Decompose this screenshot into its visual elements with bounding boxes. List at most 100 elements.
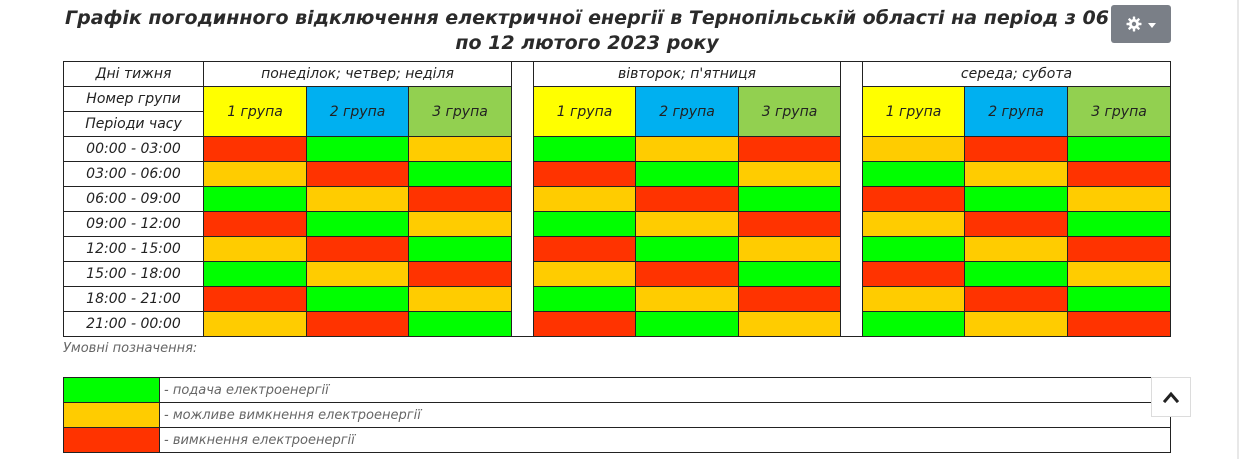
table-row: 15:00 - 18:00	[63, 261, 1171, 287]
status-cell-green	[635, 236, 739, 262]
table-row: 18:00 - 21:00	[63, 286, 1171, 312]
status-cell-green	[964, 186, 1068, 212]
day-group-label: понеділок; четвер; неділя	[203, 61, 512, 87]
status-cell-orange	[862, 136, 965, 162]
group-header-cell: 2 група	[964, 86, 1068, 137]
status-cell-red	[635, 186, 739, 212]
status-cell-red	[533, 311, 636, 337]
status-cell-orange	[635, 286, 739, 312]
legend-swatch-green	[63, 377, 160, 403]
status-cell-green	[533, 211, 636, 237]
status-cell-red	[738, 136, 841, 162]
status-cell-orange	[408, 136, 512, 162]
status-cell-red	[533, 161, 636, 187]
status-cell-green	[964, 261, 1068, 287]
status-cell-red	[862, 261, 965, 287]
time-period-cell: 03:00 - 06:00	[63, 161, 204, 187]
legend-text: - подача електроенергії	[159, 377, 1171, 403]
group-header-cell: 3 група	[408, 86, 512, 137]
status-cell-orange	[862, 286, 965, 312]
title-main: Графік погодинного відключення електричн…	[65, 7, 1065, 29]
status-cell-green	[408, 311, 512, 337]
status-cell-red	[203, 286, 307, 312]
status-cell-orange	[203, 161, 307, 187]
status-cell-red	[964, 136, 1068, 162]
group-header-cell: 1 група	[862, 86, 965, 137]
status-cell-orange	[203, 236, 307, 262]
status-cell-red	[964, 211, 1068, 237]
status-cell-green	[306, 136, 409, 162]
status-cell-red	[1067, 236, 1171, 262]
status-cell-green	[635, 161, 739, 187]
status-cell-green	[862, 161, 965, 187]
table-row: 12:00 - 15:00	[63, 236, 1171, 262]
column-gap	[840, 61, 863, 337]
status-cell-orange	[408, 286, 512, 312]
settings-dropdown-button[interactable]	[1111, 5, 1171, 43]
status-cell-orange	[635, 136, 739, 162]
status-cell-orange	[964, 311, 1068, 337]
table-row: 03:00 - 06:00	[63, 161, 1171, 187]
status-cell-red	[738, 286, 841, 312]
status-cell-red	[964, 286, 1068, 312]
label-periods: Періоди часу	[63, 111, 204, 137]
group-header-cell: 2 група	[635, 86, 739, 137]
table-row: 09:00 - 12:00	[63, 211, 1171, 237]
gear-icon	[1126, 16, 1142, 32]
status-cell-green	[738, 261, 841, 287]
status-cell-green	[408, 161, 512, 187]
legend-caption: Умовні позначення:	[63, 341, 198, 356]
status-cell-red	[635, 261, 739, 287]
table-row: 21:00 - 00:00	[63, 311, 1171, 337]
days-header-row: Дні тижня понеділок; четвер; неділя вівтор…	[63, 61, 1171, 337]
group-header-cell: 1 група	[533, 86, 636, 137]
legend-swatch-orange	[63, 402, 160, 428]
status-cell-orange	[635, 211, 739, 237]
legend-row: - подача електроенергії	[63, 377, 1171, 403]
time-period-cell: 00:00 - 03:00	[63, 136, 204, 162]
legend-table: - подача електроенергії - можливе вимкнен…	[63, 377, 1171, 453]
status-cell-green	[203, 186, 307, 212]
status-cell-orange	[306, 186, 409, 212]
table-row: 06:00 - 09:00	[63, 186, 1171, 212]
status-cell-red	[203, 211, 307, 237]
group-header-cell: 3 група	[1067, 86, 1171, 137]
status-cell-red	[203, 136, 307, 162]
title-dates: з 06 по 12 лютого 2023 року	[455, 7, 1109, 54]
page-scrollbar-edge	[1237, 0, 1239, 459]
label-group-number: Номер групи	[63, 86, 204, 112]
status-cell-orange	[203, 311, 307, 337]
status-cell-orange	[964, 161, 1068, 187]
status-cell-red	[862, 186, 965, 212]
status-cell-orange	[738, 236, 841, 262]
table-row: 00:00 - 03:00	[63, 136, 1171, 162]
status-cell-orange	[1067, 261, 1171, 287]
chevron-down-icon	[1148, 22, 1156, 28]
status-cell-red	[408, 186, 512, 212]
time-period-cell: 09:00 - 12:00	[63, 211, 204, 237]
outage-schedule-table: Дні тижня понеділок; четвер; неділя вівтор…	[63, 61, 1171, 337]
status-cell-orange	[862, 211, 965, 237]
time-period-cell: 15:00 - 18:00	[63, 261, 204, 287]
legend-text: - вимкнення електроенергії	[159, 427, 1171, 453]
status-cell-red	[306, 161, 409, 187]
page-title: Графік погодинного відключення електричн…	[64, 6, 1110, 56]
status-cell-green	[862, 236, 965, 262]
status-cell-red	[533, 236, 636, 262]
status-cell-orange	[738, 311, 841, 337]
day-group-label: середа; субота	[862, 61, 1171, 87]
group-header-cell: 3 група	[738, 86, 841, 137]
status-cell-green	[203, 261, 307, 287]
legend-text: - можливе вимкнення електроенергії	[159, 402, 1171, 428]
group-header-cell: 1 група	[203, 86, 307, 137]
scroll-to-top-button[interactable]	[1151, 377, 1191, 417]
status-cell-green	[306, 211, 409, 237]
status-cell-green	[1067, 286, 1171, 312]
status-cell-green	[306, 286, 409, 312]
status-cell-orange	[533, 261, 636, 287]
time-period-cell: 12:00 - 15:00	[63, 236, 204, 262]
column-gap	[511, 61, 534, 337]
status-cell-red	[1067, 161, 1171, 187]
status-cell-red	[1067, 311, 1171, 337]
legend-swatch-red	[63, 427, 160, 453]
